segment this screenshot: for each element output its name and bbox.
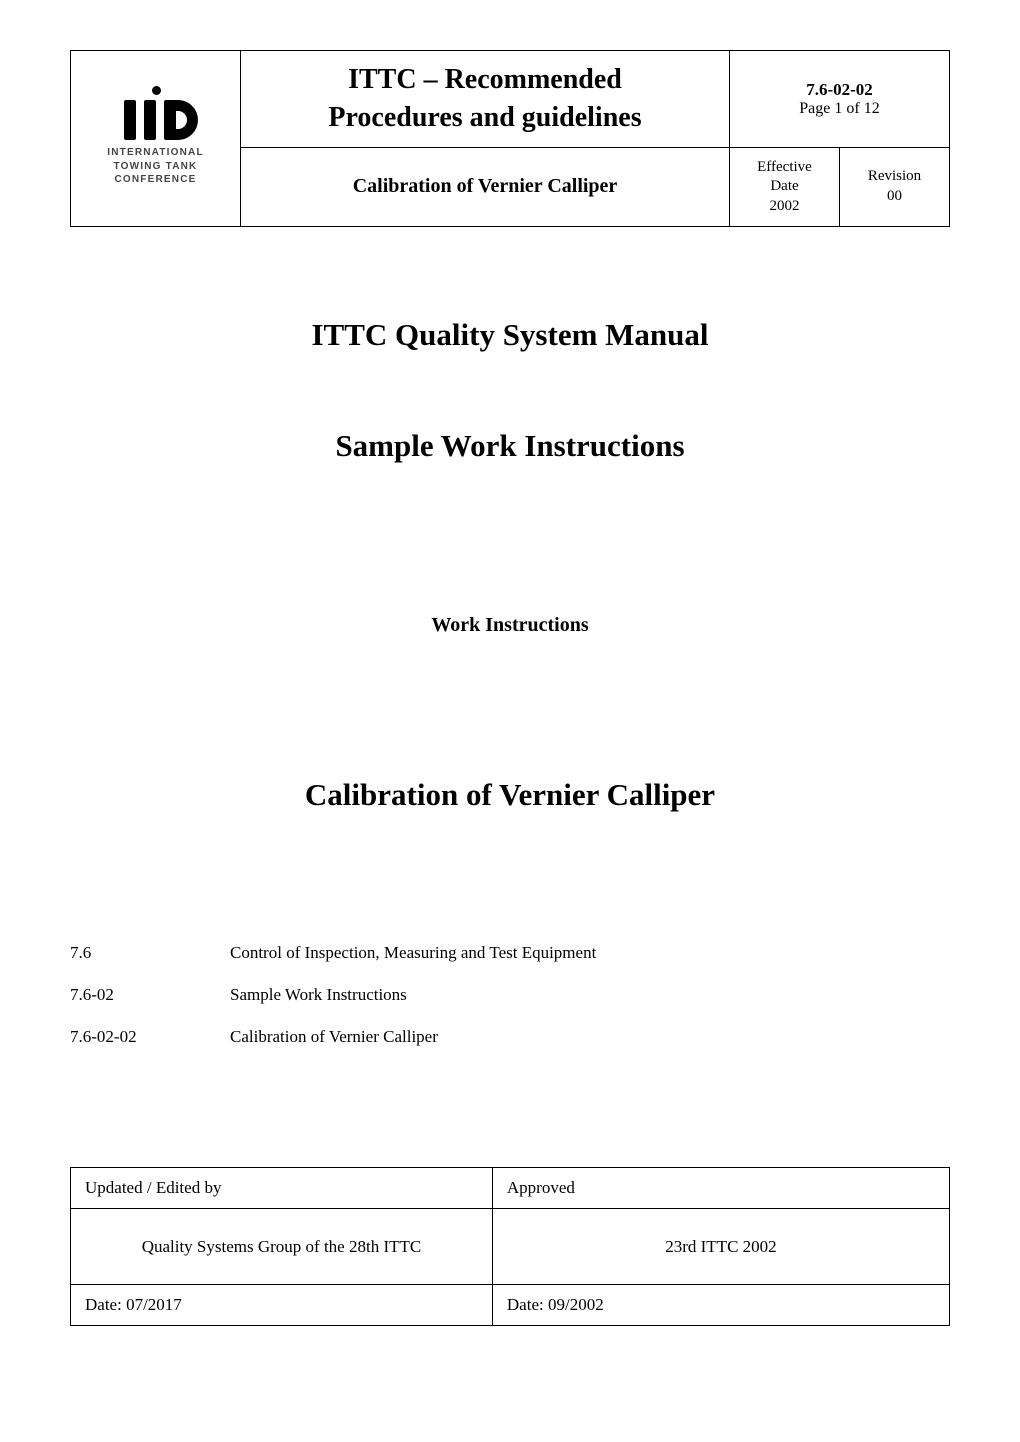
approved-value-cell: 23rd ITTC 2002: [492, 1209, 949, 1285]
toc-row: 7.6-02-02 Calibration of Vernier Callipe…: [70, 1027, 950, 1047]
effective-date-cell: Effective Date 2002: [730, 147, 840, 227]
section-label: Work Instructions: [70, 614, 950, 637]
date-right-cell: Date: 09/2002: [492, 1285, 949, 1326]
effective-date-value: 2002: [742, 197, 827, 217]
toc-row: 7.6-02 Sample Work Instructions: [70, 985, 950, 1005]
toc-code: 7.6: [70, 943, 230, 963]
toc-label: Control of Inspection, Measuring and Tes…: [230, 943, 596, 963]
toc-code: 7.6-02: [70, 985, 230, 1005]
effective-date-label: Effective Date: [742, 158, 827, 197]
toc-label: Calibration of Vernier Calliper: [230, 1027, 438, 1047]
approved-label: Approved: [507, 1178, 575, 1197]
date-left-cell: Date: 07/2017: [71, 1285, 493, 1326]
org-title-line1: ITTC – Recommended: [253, 61, 717, 99]
doc-number: 7.6-02-02: [742, 80, 937, 100]
updated-label: Updated / Edited by: [85, 1178, 221, 1197]
footer-table: Updated / Edited by Approved Quality Sys…: [70, 1167, 950, 1326]
toc-list: 7.6 Control of Inspection, Measuring and…: [70, 943, 950, 1047]
header-table: INTERNATIONAL TOWING TANK CONFERENCE ITT…: [70, 50, 950, 227]
docnum-cell: 7.6-02-02 Page 1 of 12: [730, 51, 950, 148]
date-right: Date: 09/2002: [507, 1295, 604, 1314]
revision-cell: Revision 00: [840, 147, 950, 227]
updated-label-cell: Updated / Edited by: [71, 1168, 493, 1209]
subtitle-cell: Calibration of Vernier Calliper: [241, 147, 730, 227]
logo-cell: INTERNATIONAL TOWING TANK CONFERENCE: [71, 51, 241, 227]
approved-value: 23rd ITTC 2002: [665, 1237, 776, 1256]
revision-label: Revision: [852, 167, 937, 187]
approved-label-cell: Approved: [492, 1168, 949, 1209]
logo-line2: TOWING TANK: [107, 160, 204, 174]
updated-value: Quality Systems Group of the 28th ITTC: [142, 1237, 422, 1256]
date-left: Date: 07/2017: [85, 1295, 182, 1314]
main-heading: ITTC Quality System Manual: [70, 317, 950, 353]
logo-line1: INTERNATIONAL: [107, 146, 204, 160]
org-title-line2: Procedures and guidelines: [253, 99, 717, 137]
page-info: Page 1 of 12: [742, 100, 937, 118]
toc-label: Sample Work Instructions: [230, 985, 407, 1005]
ittc-logo: INTERNATIONAL TOWING TANK CONFERENCE: [83, 90, 228, 187]
updated-value-cell: Quality Systems Group of the 28th ITTC: [71, 1209, 493, 1285]
toc-row: 7.6 Control of Inspection, Measuring and…: [70, 943, 950, 963]
doc-title: Calibration of Vernier Calliper: [70, 777, 950, 813]
toc-code: 7.6-02-02: [70, 1027, 230, 1047]
logo-line3: CONFERENCE: [107, 173, 204, 187]
ittc-logo-icon: [114, 90, 198, 140]
org-title-cell: ITTC – Recommended Procedures and guidel…: [241, 51, 730, 148]
doc-subtitle: Calibration of Vernier Calliper: [353, 175, 618, 197]
sub-heading: Sample Work Instructions: [70, 428, 950, 464]
revision-value: 00: [852, 187, 937, 207]
logo-text: INTERNATIONAL TOWING TANK CONFERENCE: [107, 146, 204, 187]
